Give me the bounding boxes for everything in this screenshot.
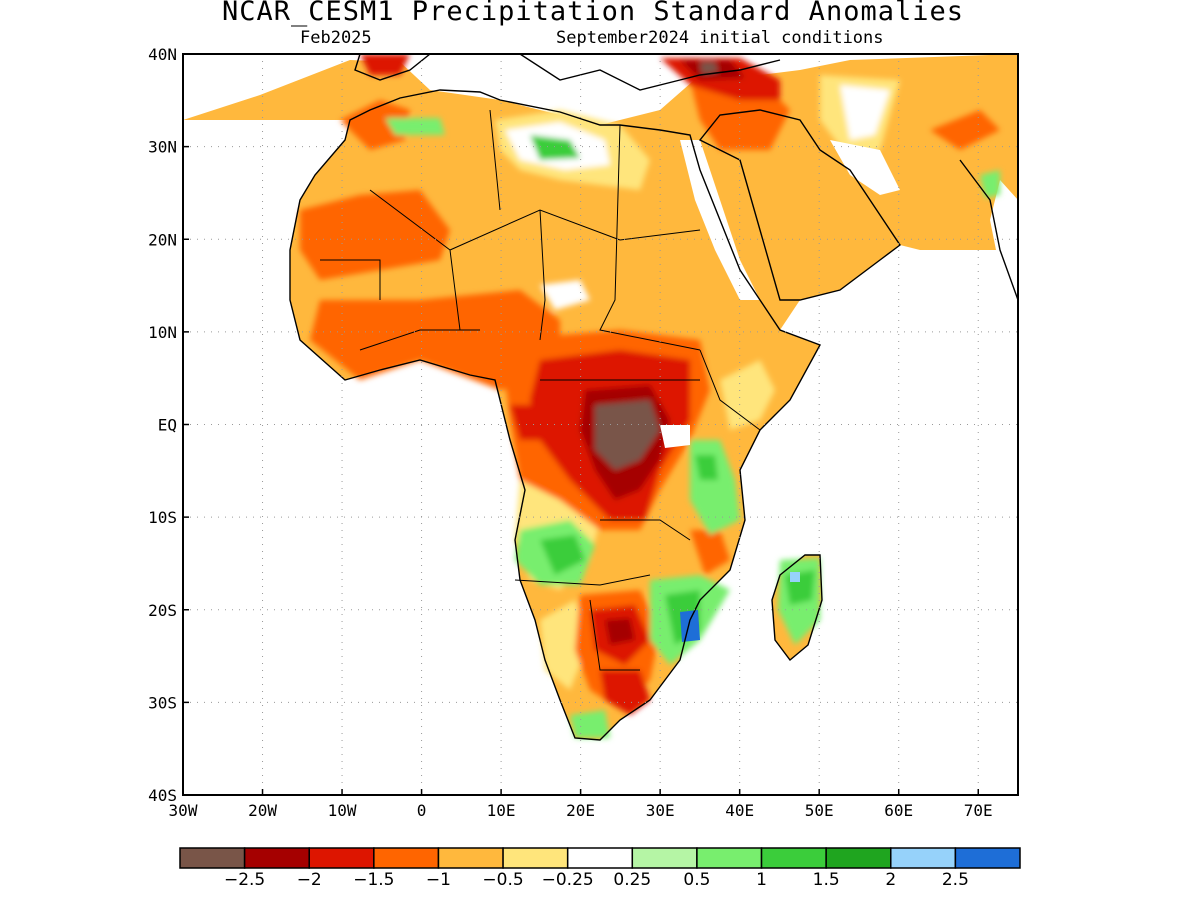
north-africa-dry [340, 100, 410, 150]
lon-tick-label: 10E [487, 801, 516, 820]
angola-wet-core [540, 535, 585, 575]
iran-dry [930, 110, 1000, 150]
south-africa-very-dry [600, 670, 650, 715]
arabia-weak-anomaly [840, 85, 890, 140]
turkey-record-dry [700, 62, 718, 74]
lon-tick-label: 20W [248, 801, 277, 820]
colorbar-swatch [179, 847, 246, 869]
colorbar-label: 1 [756, 870, 767, 890]
colorbar-swatch [243, 847, 310, 869]
lon-tick-label: 60E [884, 801, 913, 820]
lat-axis: 40N 30N 20N 10N EQ 10S 20S 30S 40S [148, 45, 189, 805]
madagascar-extreme-wet [790, 572, 800, 582]
colorbar-label: −0.5 [482, 870, 523, 890]
colorbar-label: 1.5 [813, 870, 840, 890]
colorbar-swatch [954, 847, 1021, 869]
colorbar-label: 2 [885, 870, 896, 890]
coastlines [289, 54, 1018, 741]
lon-tick-label: 0 [417, 801, 427, 820]
colorbar-label: −1 [426, 870, 451, 890]
initial-conditions: September2024 initial conditions [556, 28, 884, 48]
colorbar-label: −2 [297, 870, 322, 890]
madagascar-coastline [771, 554, 823, 662]
lon-tick-label: 20E [566, 801, 595, 820]
map-title: NCAR_CESM1 Precipitation Standard Anomal… [222, 0, 964, 27]
europe-coast [354, 54, 431, 81]
lat-tick-label: 40N [148, 45, 177, 64]
gulf-mask [830, 140, 900, 195]
colorbar-label: 0.25 [613, 870, 651, 890]
colorbar-label: 0.5 [683, 870, 710, 890]
country-borders [320, 109, 761, 671]
sudan-weak-anomaly [540, 280, 590, 310]
colorbar-swatch [437, 847, 504, 869]
arabia-coastline [698, 109, 901, 301]
zimbabwe-extreme-dry [605, 618, 635, 645]
africa-coastline [289, 89, 822, 741]
lon-tick-label: 10W [328, 801, 357, 820]
anomaly-field [183, 54, 1018, 740]
india-wet [980, 170, 1000, 198]
lat-tick-label: 20N [148, 230, 177, 249]
colorbar: −2.5 −2 −1.5 −1 −0.5 −0.25 0.25 0.5 1 1.5 2 2.5 [179, 847, 1021, 890]
lon-tick-label: 30E [646, 801, 675, 820]
lat-tick-label: 10N [148, 323, 177, 342]
colorbar-swatch [373, 847, 440, 869]
lon-tick-label: 30W [169, 801, 198, 820]
algeria-wet [385, 118, 445, 135]
lat-tick-label: 40S [148, 786, 177, 805]
lat-tick-label: 30S [148, 693, 177, 712]
colorbar-label: −0.25 [542, 870, 594, 890]
colorbar-swatch [696, 847, 763, 869]
colorbar-swatch [760, 847, 827, 869]
lake-victoria [660, 425, 690, 448]
india-coast [959, 159, 1018, 301]
libya-wet [530, 135, 580, 160]
lat-tick-label: 10S [148, 508, 177, 527]
west-africa-dry [300, 190, 450, 280]
lon-tick-label: 40E [725, 801, 754, 820]
colorbar-label: −2.5 [224, 870, 265, 890]
south-coast-wet [570, 710, 610, 738]
colorbar-swatch [825, 847, 892, 869]
colorbar-label: −1.5 [353, 870, 394, 890]
lon-tick-label: 50E [805, 801, 834, 820]
colorbar-swatch [308, 847, 375, 869]
lat-tick-label: EQ [158, 416, 177, 435]
arabian-sea-mask [780, 250, 1018, 520]
colorbar-swatch [566, 847, 634, 869]
sahel-dry [310, 290, 560, 390]
mediterranean-north [519, 54, 781, 91]
tanzania-wet-core [695, 455, 718, 480]
lon-tick-label: 70E [964, 801, 993, 820]
congo-record-dry [595, 400, 660, 470]
colorbar-swatch [631, 847, 698, 869]
mozambique-extreme-wet [680, 610, 700, 642]
horn-weak-anomaly [720, 360, 775, 430]
mozambique-dry [690, 530, 730, 575]
lat-tick-label: 30N [148, 138, 177, 157]
colorbar-swatch [890, 847, 957, 869]
colorbar-swatch [502, 847, 569, 869]
colorbar-label: 2.5 [942, 870, 969, 890]
lat-tick-label: 20S [148, 601, 177, 620]
lon-axis: 30W 20W 10W 0 10E 20E 30E 40E 50E 60E 70E [169, 789, 993, 820]
spain-very-dry [360, 54, 410, 75]
gabon-very-dry [510, 405, 545, 440]
forecast-month: Feb2025 [300, 28, 372, 48]
